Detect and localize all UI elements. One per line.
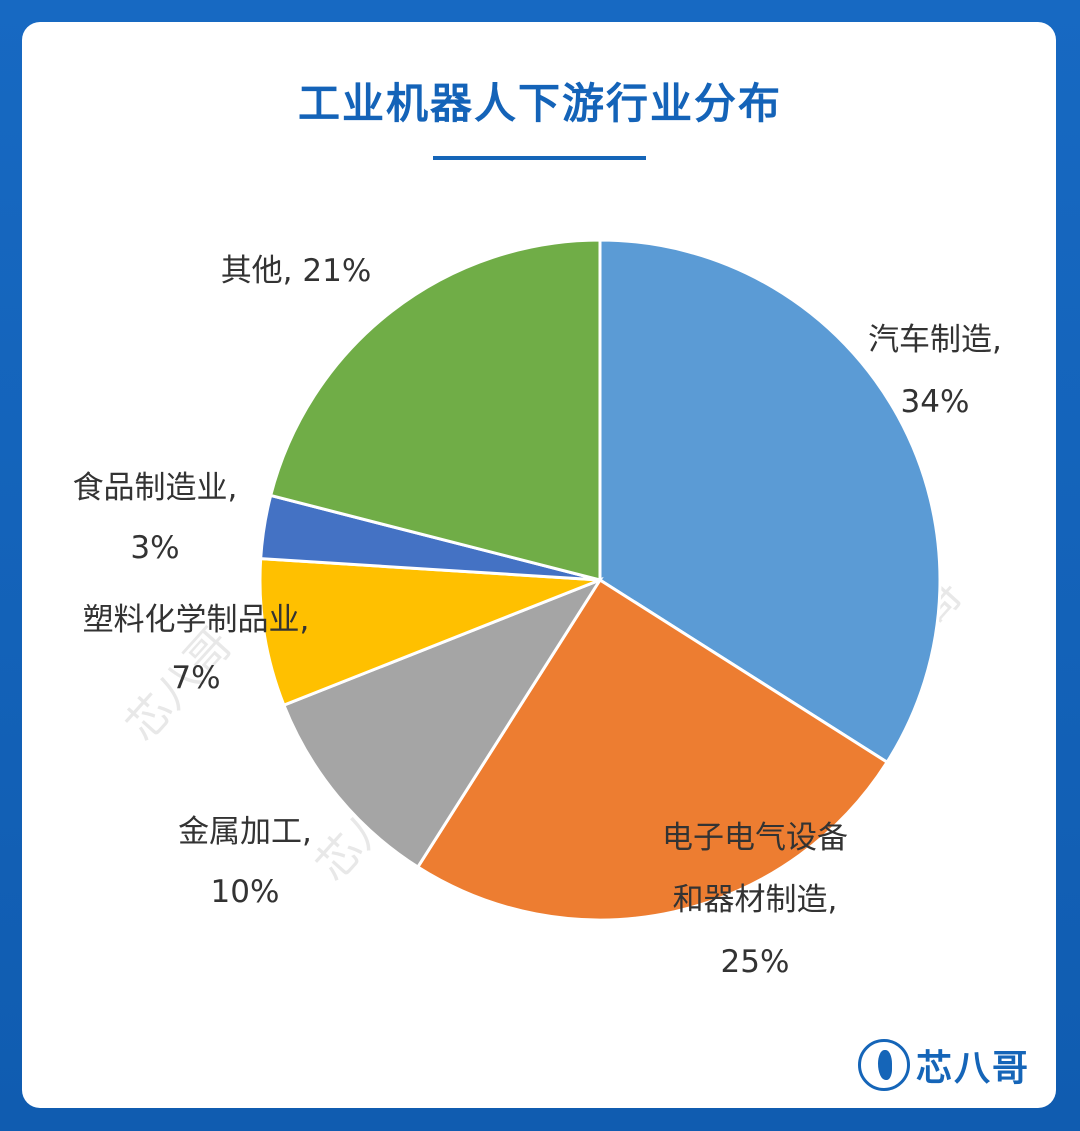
slice-data-label: 食品制造业, 3% — [73, 470, 238, 566]
slice-label-line: 7% — [171, 660, 220, 696]
slice-data-label: 金属加工, 10% — [178, 814, 312, 910]
slice-label-line: 食品制造业, — [73, 470, 238, 506]
slice-data-label: 电子电气设备和器材制造, 25% — [662, 820, 848, 980]
pie-slice — [598, 238, 942, 765]
pie-slices — [258, 238, 942, 922]
slice-data-label: 汽车制造, 34% — [868, 322, 1002, 420]
pie-slice — [281, 576, 604, 870]
brand-mark: 芯八哥 — [858, 1035, 1030, 1095]
slice-label-line: 金属加工, — [178, 814, 312, 850]
page-title: 工业机器人下游行业分布 — [297, 79, 782, 128]
title-underline — [433, 156, 646, 160]
pie-slice — [258, 557, 601, 708]
pie-labels: 汽车制造, 34% 电子电气设备和器材制造, 25% 金属加工, 10% 塑料化学制品业, 7… — [73, 253, 1002, 980]
slice-data-label: 其他, 21% — [221, 253, 372, 289]
bird-logo-icon — [858, 1039, 910, 1091]
slice-label-line: 10% — [211, 874, 280, 910]
slice-data-label: 塑料化学制品业, 7% — [83, 602, 310, 696]
slice-label-line: 电子电气设备 — [662, 820, 848, 856]
slice-label-line: 34% — [901, 384, 970, 420]
brand-name: 芯八哥 — [916, 1048, 1031, 1089]
slice-label-line: 和器材制造, — [673, 882, 838, 918]
slice-label-line: 3% — [130, 530, 179, 566]
slice-label-line: 25% — [721, 944, 790, 980]
slice-label-line: 塑料化学制品业, — [83, 602, 310, 638]
pie-slice — [415, 577, 890, 922]
slice-label-line: 汽车制造, — [868, 322, 1002, 358]
slice-label-line: 其他, 21% — [221, 253, 372, 289]
pie-slice — [268, 238, 602, 582]
